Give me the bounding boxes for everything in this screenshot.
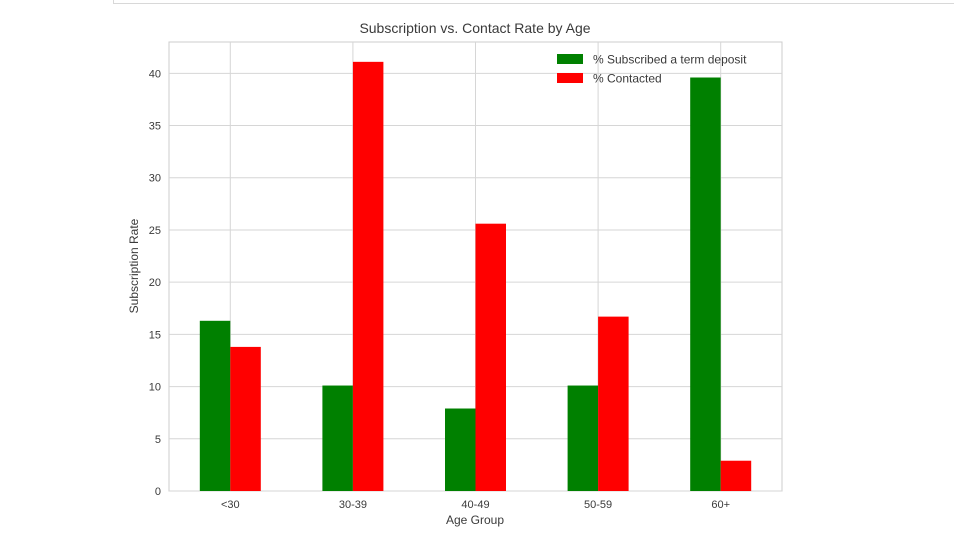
x-tick-label: 60+ <box>711 499 730 511</box>
x-axis-label: Age Group <box>446 513 504 527</box>
x-tick-label: <30 <box>221 499 240 511</box>
y-tick-label: 0 <box>155 486 161 498</box>
bar-subscribed <box>445 408 476 491</box>
x-axis: <30 30-39 40-49 50-59 60+ <box>221 499 730 511</box>
notebook-cell-border <box>113 0 954 4</box>
legend-label-contacted: % Contacted <box>593 72 662 86</box>
bar-contacted <box>475 223 506 492</box>
y-tick-label: 35 <box>149 121 161 133</box>
bar-subscribed <box>567 385 599 491</box>
y-tick-label: 30 <box>149 173 161 185</box>
bar-contacted <box>352 61 384 491</box>
bar-contacted <box>230 346 261 491</box>
bar-contacted <box>720 460 752 491</box>
bars <box>199 61 752 492</box>
y-axis: 0 5 10 15 20 25 30 35 40 <box>149 68 161 498</box>
x-tick-label: 50-59 <box>584 499 612 511</box>
legend-swatch-subscribed <box>557 54 583 64</box>
bar-subscribed <box>199 320 231 491</box>
y-tick-label: 10 <box>149 382 161 394</box>
y-axis-label: Subscription Rate <box>127 218 141 313</box>
bar-contacted <box>598 316 629 491</box>
x-tick-label: 30-39 <box>339 499 367 511</box>
legend: % Subscribed a term deposit % Contacted <box>557 53 747 86</box>
legend-swatch-contacted <box>557 73 583 83</box>
y-tick-label: 25 <box>149 225 161 237</box>
x-tick-label: 40-49 <box>461 499 489 511</box>
y-tick-label: 20 <box>149 277 161 289</box>
y-tick-label: 40 <box>149 68 161 80</box>
legend-label-subscribed: % Subscribed a term deposit <box>593 53 747 67</box>
y-tick-label: 15 <box>149 329 161 341</box>
chart-title: Subscription vs. Contact Rate by Age <box>359 20 590 36</box>
bar-subscribed <box>322 385 353 491</box>
bar-subscribed <box>690 77 721 492</box>
y-tick-label: 5 <box>155 434 161 446</box>
